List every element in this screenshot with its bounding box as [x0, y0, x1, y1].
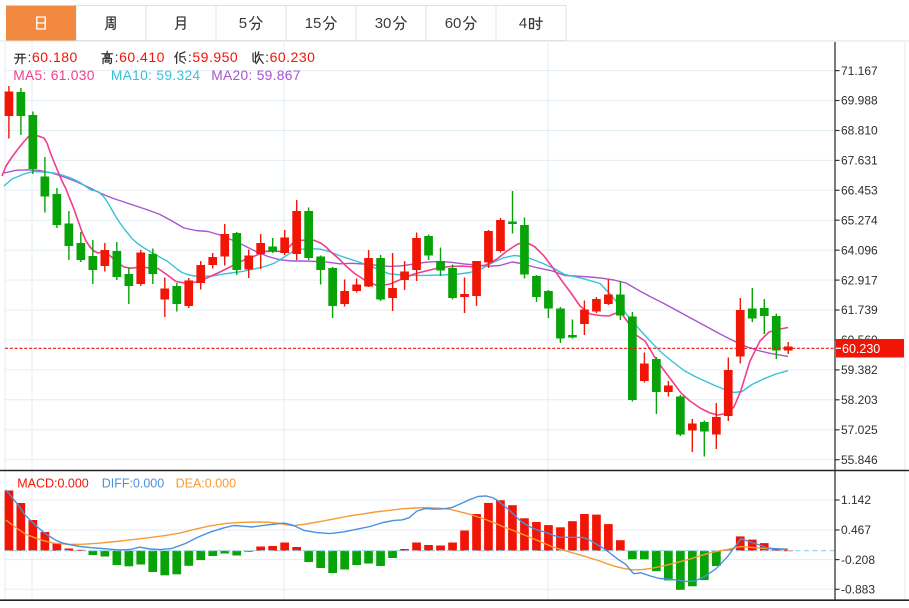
svg-text:4: 4: [519, 15, 527, 32]
svg-text:MA20: 59.867: MA20: 59.867: [211, 68, 301, 83]
svg-text:DIFF:0.000: DIFF:0.000: [102, 477, 165, 491]
svg-text:MACD:0.000: MACD:0.000: [17, 477, 89, 491]
svg-text::: :: [28, 49, 32, 65]
svg-text::: :: [188, 49, 192, 65]
svg-text:15: 15: [305, 15, 322, 32]
svg-text:57.025: 57.025: [841, 423, 878, 437]
svg-text:DEA:0.000: DEA:0.000: [176, 477, 237, 491]
svg-text:60.410: 60.410: [119, 49, 165, 65]
svg-text:60: 60: [445, 15, 462, 32]
svg-text:71.167: 71.167: [841, 64, 878, 78]
svg-text:55.846: 55.846: [841, 453, 878, 467]
svg-text:60.230: 60.230: [842, 342, 880, 356]
svg-text:MA10: 59.324: MA10: 59.324: [111, 68, 201, 83]
svg-text:5: 5: [239, 15, 247, 32]
svg-text:64.096: 64.096: [841, 243, 878, 257]
svg-text:-0.883: -0.883: [841, 583, 875, 597]
svg-text:61.739: 61.739: [841, 303, 878, 317]
svg-text::: :: [115, 49, 119, 65]
svg-text:MA5: 61.030: MA5: 61.030: [13, 68, 95, 83]
svg-text:58.203: 58.203: [841, 393, 878, 407]
svg-text:65.274: 65.274: [841, 213, 878, 227]
svg-text:62.917: 62.917: [841, 273, 878, 287]
svg-text:67.631: 67.631: [841, 154, 878, 168]
svg-text:69.988: 69.988: [841, 94, 878, 108]
svg-text:0.467: 0.467: [841, 523, 871, 537]
svg-text:59.382: 59.382: [841, 363, 878, 377]
svg-text:1.142: 1.142: [841, 493, 871, 507]
svg-text:30: 30: [375, 15, 392, 32]
svg-text:60.180: 60.180: [32, 49, 78, 65]
svg-text:-0.208: -0.208: [841, 553, 875, 567]
svg-text:68.810: 68.810: [841, 124, 878, 138]
svg-text::: :: [265, 49, 269, 65]
svg-text:59.950: 59.950: [192, 49, 238, 65]
svg-text:60.230: 60.230: [270, 49, 316, 65]
svg-text:66.453: 66.453: [841, 184, 878, 198]
